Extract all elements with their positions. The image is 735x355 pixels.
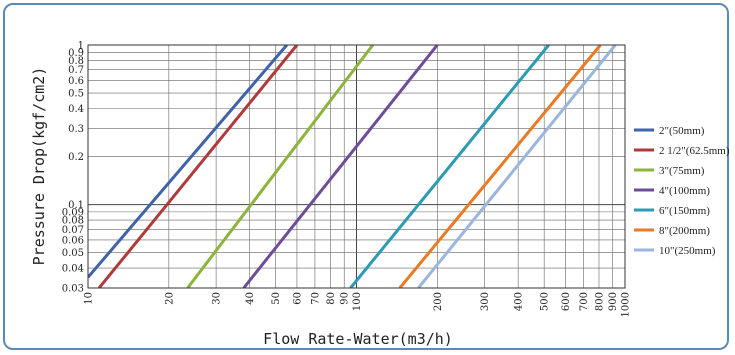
series-lines [88, 45, 617, 288]
y-tick-label: 0.09 [62, 207, 84, 218]
x-tick-label: 50 [271, 292, 282, 305]
x-tick-label: 700 [579, 292, 590, 311]
series-line-3 [186, 45, 374, 288]
series-line-7 [417, 45, 617, 288]
y-tick-labels: 0.03 0.04 0.05 0.060.070.080.090.1 0.2 0.3 0.4… [62, 41, 84, 295]
legend-label-2: 2 1/2"(62.5mm) [659, 145, 730, 157]
x-tick-label: 400 [514, 292, 525, 311]
x-tick-label: 70 [310, 292, 321, 305]
x-tick-label: 200 [433, 292, 444, 311]
x-tick-label: 600 [561, 292, 572, 311]
legend: 2"(50mm) 2 1/2"(62.5mm) 3"(75mm) 4"(100mm) 6… [634, 125, 730, 257]
legend-label-4: 4"(100mm) [659, 185, 710, 197]
grid-lines [87, 44, 626, 289]
y-tick-label: 1 [78, 41, 84, 52]
y-tick-label: 0.3 [68, 124, 84, 135]
y-tick-label: 0.06 [62, 235, 84, 246]
y-tick-label: 0.8 [68, 56, 84, 67]
x-tick-label: 300 [480, 292, 491, 311]
y-tick-label: 0.6 [68, 76, 84, 87]
x-tick-label: 100 [352, 292, 363, 311]
x-tick-label: 30 [212, 292, 223, 305]
series-line-5 [349, 45, 550, 288]
y-tick-label: 0.05 [62, 248, 84, 259]
y-tick-label: 0.08 [62, 216, 84, 227]
series-line-4 [242, 45, 439, 288]
x-tick-label: 90 [340, 292, 351, 305]
y-axis-title: Pressure Drop(kgf/cm2) [30, 67, 48, 266]
x-tick-labels: 10 20 30 40 50 60 70 80 90 100 200 300 400 500 600 700 8… [84, 292, 632, 317]
y-tick-label: 0.4 [68, 104, 84, 115]
x-tick-label: 10 [84, 292, 95, 305]
x-tick-label: 60 [292, 292, 303, 305]
y-tick-label: 0.9 [68, 48, 84, 59]
y-tick-label: 0.1 [68, 200, 84, 211]
legend-label-5: 6"(150mm) [659, 205, 710, 217]
y-tick-label: 0.5 [68, 89, 84, 100]
y-tick-label: 0.7 [68, 65, 84, 76]
x-tick-label: 20 [164, 292, 175, 305]
x-axis-title: Flow Rate-Water(m3/h) [263, 330, 453, 348]
legend-label-6: 8"(200mm) [659, 225, 710, 237]
x-tick-label: 40 [245, 292, 256, 305]
y-tick-label: 0.04 [62, 264, 84, 275]
chart-frame [3, 3, 729, 350]
legend-label-3: 3"(75mm) [659, 165, 705, 177]
plot-border [87, 44, 626, 289]
series-line-1 [88, 45, 288, 279]
series-line-6 [398, 45, 602, 288]
series-line-2 [97, 45, 299, 288]
x-tick-label: 900 [608, 292, 619, 311]
legend-label-7: 10"(250mm) [659, 245, 716, 257]
x-tick-label: 80 [326, 292, 337, 305]
x-tick-label: 1000 [621, 292, 632, 317]
y-tick-label: 0.03 [62, 284, 84, 295]
y-tick-label: 0.07 [62, 225, 84, 236]
legend-label-1: 2"(50mm) [659, 125, 705, 137]
x-tick-label: 500 [540, 292, 551, 311]
x-tick-label: 800 [594, 292, 605, 311]
y-tick-label: 0.2 [68, 152, 84, 163]
